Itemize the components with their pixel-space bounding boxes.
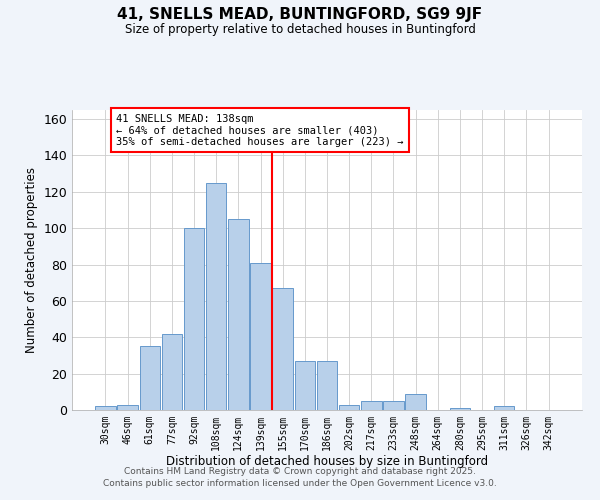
Text: Size of property relative to detached houses in Buntingford: Size of property relative to detached ho…	[125, 22, 475, 36]
Text: 41 SNELLS MEAD: 138sqm
← 64% of detached houses are smaller (403)
35% of semi-de: 41 SNELLS MEAD: 138sqm ← 64% of detached…	[116, 114, 404, 147]
Bar	[272, 288, 293, 410]
Bar	[161, 334, 182, 410]
Bar	[317, 361, 337, 410]
Bar	[184, 228, 204, 410]
Bar	[295, 361, 315, 410]
Bar	[206, 182, 226, 410]
Bar	[339, 404, 359, 410]
Bar	[95, 406, 116, 410]
Bar	[361, 401, 382, 410]
Bar	[118, 404, 138, 410]
Bar	[228, 219, 248, 410]
Bar	[494, 406, 514, 410]
Text: 41, SNELLS MEAD, BUNTINGFORD, SG9 9JF: 41, SNELLS MEAD, BUNTINGFORD, SG9 9JF	[118, 8, 482, 22]
Text: Contains HM Land Registry data © Crown copyright and database right 2025.
Contai: Contains HM Land Registry data © Crown c…	[103, 466, 497, 487]
Bar	[140, 346, 160, 410]
Bar	[450, 408, 470, 410]
Bar	[383, 401, 404, 410]
Y-axis label: Number of detached properties: Number of detached properties	[25, 167, 38, 353]
Text: Distribution of detached houses by size in Buntingford: Distribution of detached houses by size …	[166, 455, 488, 468]
Bar	[406, 394, 426, 410]
Bar	[250, 262, 271, 410]
